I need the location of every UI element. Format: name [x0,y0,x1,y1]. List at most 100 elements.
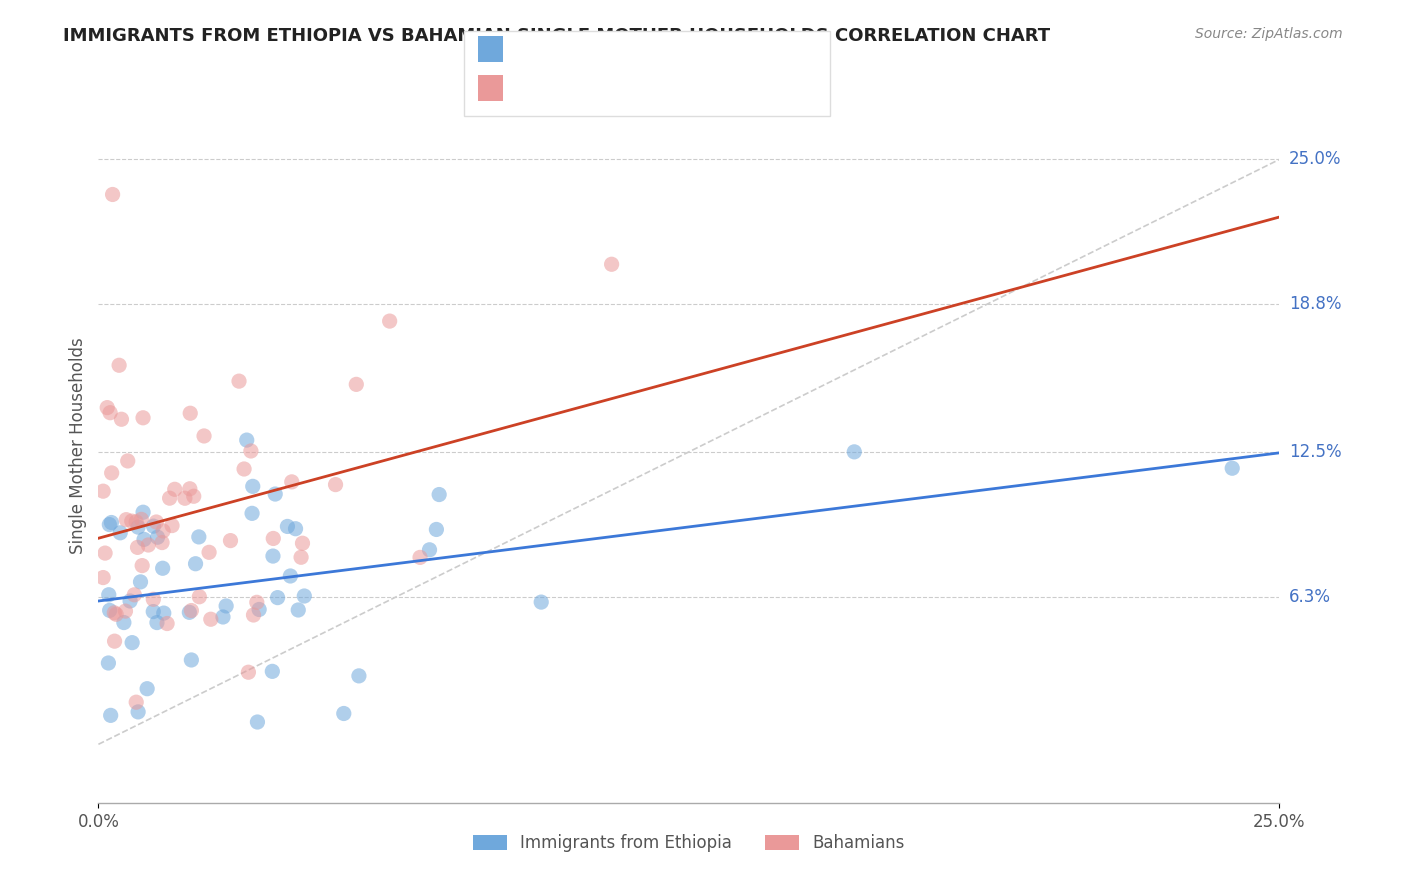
Point [103,606,125,620]
Point [212,610,235,624]
Point [150,535,173,549]
Point [262,532,284,546]
Point [287,603,309,617]
Point [120,594,142,608]
Point [242,479,264,493]
Point [347,669,370,683]
Point [127,705,149,719]
Point [142,519,165,533]
Point [100,466,122,480]
Point [115,513,138,527]
Point [291,536,314,550]
Point [97,656,120,670]
Point [160,518,183,533]
Point [91,484,114,499]
Point [187,530,209,544]
Point [180,603,202,617]
Point [103,634,125,648]
Point [146,615,169,630]
Point [94,546,117,560]
Point [132,533,155,547]
Point [110,525,132,540]
Text: IMMIGRANTS FROM ETHIOPIA VS BAHAMIAN SINGLE MOTHER HOUSEHOLDS CORRELATION CHART: IMMIGRANTS FROM ETHIOPIA VS BAHAMIAN SIN… [63,27,1050,45]
Text: Source: ZipAtlas.com: Source: ZipAtlas.com [1195,27,1343,41]
Point [136,538,159,552]
Point [427,487,450,501]
Point [142,605,165,619]
Point [125,695,148,709]
Point [152,606,174,620]
Point [156,616,179,631]
Point [152,524,174,538]
Point [193,429,215,443]
Point [183,489,205,503]
Point [238,665,260,680]
Y-axis label: Single Mother Households: Single Mother Households [69,338,87,554]
Point [188,590,211,604]
Point [152,561,174,575]
Point [179,406,201,420]
Point [276,519,298,533]
Point [173,491,195,506]
Point [159,491,181,505]
Point [240,507,263,521]
Point [844,445,866,459]
Point [281,475,304,489]
Point [325,477,347,491]
Point [146,530,169,544]
Point [129,574,152,589]
Point [198,545,221,559]
Point [219,533,242,548]
Point [132,410,155,425]
Point [131,512,153,526]
Point [163,483,186,497]
Point [200,612,222,626]
Point [125,515,148,529]
Point [97,588,120,602]
Point [179,482,201,496]
Point [215,599,238,613]
Text: 12.5%: 12.5% [1289,442,1341,461]
Point [96,401,118,415]
Point [292,589,315,603]
Point [262,549,284,563]
Point [378,314,401,328]
Point [136,681,159,696]
Text: R = 0.389: R = 0.389 [513,79,612,97]
Point [108,358,131,372]
Point [127,520,149,534]
Text: 18.8%: 18.8% [1289,295,1341,313]
Point [233,462,256,476]
Point [100,708,122,723]
Point [121,635,143,649]
Point [142,592,165,607]
Text: 6.3%: 6.3% [1289,588,1331,606]
Point [100,516,122,530]
Point [112,615,135,630]
Point [284,522,307,536]
Point [127,541,149,555]
Point [333,706,356,721]
Point [121,514,143,528]
Point [184,557,207,571]
Point [235,433,257,447]
Point [98,603,121,617]
Point [280,569,302,583]
Point [266,591,288,605]
Point [180,653,202,667]
Point [290,550,312,565]
Point [242,607,264,622]
Point [600,257,623,271]
Point [179,605,201,619]
Point [262,665,284,679]
Point [246,595,269,609]
Point [418,542,440,557]
Point [239,444,262,458]
Point [110,412,132,426]
Point [124,588,146,602]
Point [145,515,167,529]
Point [344,377,367,392]
Legend: Immigrants from Ethiopia, Bahamians: Immigrants from Ethiopia, Bahamians [467,828,911,859]
Point [132,505,155,519]
Point [117,454,139,468]
